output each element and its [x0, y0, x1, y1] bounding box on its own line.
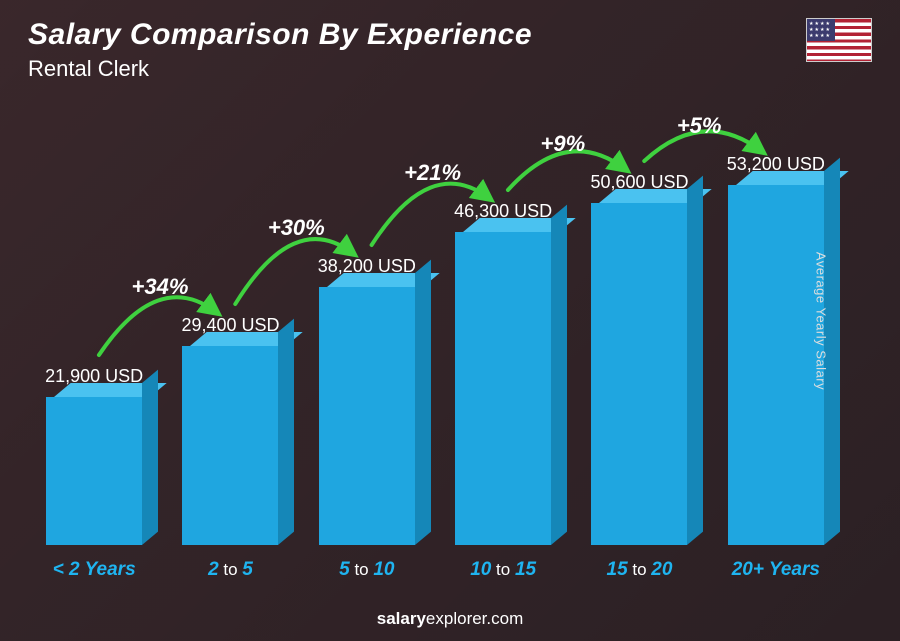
increase-arc: +21% [40, 110, 830, 581]
x-axis-label: 10 to 15 [470, 559, 536, 581]
bar-column: 21,900 USD< 2 Years [40, 366, 148, 581]
title-block: Salary Comparison By Experience Rental C… [28, 18, 532, 82]
x-axis-label: 15 to 20 [607, 559, 673, 581]
brand-tld: .com [486, 609, 523, 628]
y-axis-label: Average Yearly Salary [813, 251, 828, 389]
salary-bar-chart: 21,900 USD< 2 Years 29,400 USD2 to 5 38,20… [40, 110, 830, 581]
increase-label: +30% [268, 215, 325, 241]
bar [46, 397, 142, 545]
increase-label: +5% [677, 113, 722, 139]
x-axis-label: < 2 Years [53, 559, 136, 581]
increase-arc: +34% [40, 110, 830, 581]
bar [455, 232, 551, 545]
x-axis-label: 20+ Years [732, 559, 820, 581]
brand-part1: salary [377, 609, 426, 628]
increase-arc: +30% [40, 110, 830, 581]
bar [728, 185, 824, 545]
bar [319, 287, 415, 545]
brand-part2: explorer [426, 609, 486, 628]
bar [182, 346, 278, 545]
page-title: Salary Comparison By Experience [28, 18, 532, 52]
increase-label: +21% [404, 160, 461, 186]
header: Salary Comparison By Experience Rental C… [28, 18, 872, 82]
x-axis-label: 5 to 10 [339, 559, 394, 581]
bar-column: 38,200 USD5 to 10 [313, 256, 421, 581]
bar-column: 46,300 USD10 to 15 [449, 201, 557, 581]
increase-label: +34% [132, 274, 189, 300]
increase-label: +9% [541, 131, 586, 157]
bar-column: 29,400 USD2 to 5 [176, 315, 284, 581]
country-flag-icon [806, 18, 872, 62]
footer-brand: salaryexplorer.com [0, 609, 900, 629]
increase-arc: +5% [40, 110, 830, 581]
increase-arc: +9% [40, 110, 830, 581]
page-subtitle: Rental Clerk [28, 56, 532, 82]
bar [591, 203, 687, 545]
x-axis-label: 2 to 5 [208, 559, 253, 581]
bar-column: 50,600 USD15 to 20 [585, 172, 693, 581]
